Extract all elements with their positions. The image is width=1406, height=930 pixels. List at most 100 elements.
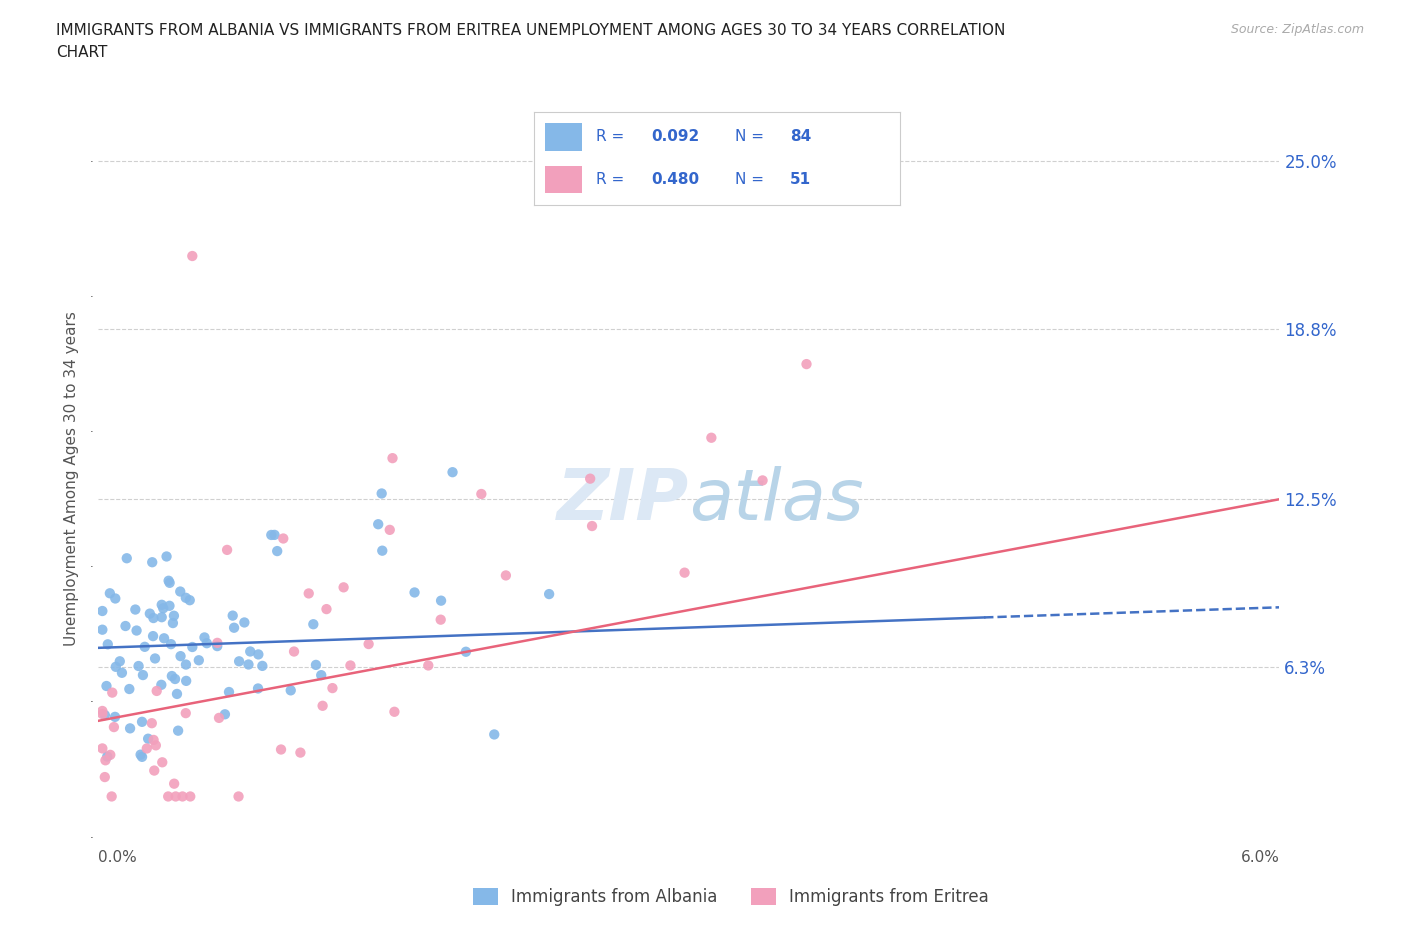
Point bbox=[96, 679, 118, 694]
Point bbox=[381, 451, 404, 466]
Text: 0.092: 0.092 bbox=[651, 129, 700, 144]
Point bbox=[142, 733, 165, 748]
Legend: Immigrants from Albania, Immigrants from Eritrea: Immigrants from Albania, Immigrants from… bbox=[467, 881, 995, 912]
Point bbox=[128, 658, 150, 673]
Point bbox=[114, 618, 136, 633]
Point bbox=[222, 608, 245, 623]
Point bbox=[104, 659, 127, 674]
Point bbox=[111, 665, 134, 680]
Point bbox=[187, 653, 209, 668]
Point bbox=[153, 631, 176, 645]
Point bbox=[260, 527, 283, 542]
Point bbox=[103, 720, 125, 735]
Point bbox=[129, 747, 152, 762]
Point bbox=[290, 745, 312, 760]
Point bbox=[157, 789, 180, 804]
Point bbox=[91, 604, 114, 618]
Point bbox=[222, 620, 245, 635]
Point bbox=[166, 686, 188, 701]
Point bbox=[165, 671, 187, 686]
Point bbox=[162, 616, 184, 631]
Point bbox=[94, 708, 117, 723]
Point bbox=[179, 592, 201, 607]
Point bbox=[238, 658, 260, 672]
Point bbox=[169, 649, 191, 664]
Point bbox=[271, 531, 294, 546]
Point bbox=[233, 615, 256, 630]
Point bbox=[429, 612, 451, 627]
Point bbox=[247, 681, 270, 696]
Point bbox=[283, 644, 305, 659]
Text: 0.480: 0.480 bbox=[651, 172, 699, 187]
Point bbox=[124, 602, 146, 617]
Point bbox=[91, 622, 114, 637]
Point bbox=[104, 710, 127, 724]
Point bbox=[91, 707, 114, 722]
Point bbox=[160, 669, 183, 684]
Point bbox=[581, 519, 603, 534]
Point bbox=[454, 644, 477, 659]
Point bbox=[298, 586, 321, 601]
Point bbox=[266, 544, 288, 559]
Point bbox=[280, 683, 302, 698]
Point bbox=[142, 611, 165, 626]
Point bbox=[384, 704, 406, 719]
Point bbox=[270, 742, 292, 757]
Text: 51: 51 bbox=[790, 172, 811, 187]
Point bbox=[228, 654, 250, 669]
Point bbox=[150, 610, 173, 625]
Point bbox=[150, 755, 173, 770]
Point bbox=[131, 750, 153, 764]
Point bbox=[700, 431, 723, 445]
Point bbox=[159, 576, 181, 591]
Y-axis label: Unemployment Among Ages 30 to 34 years: Unemployment Among Ages 30 to 34 years bbox=[65, 312, 79, 646]
Point bbox=[143, 651, 166, 666]
Point bbox=[484, 727, 506, 742]
Point bbox=[174, 591, 197, 605]
Point bbox=[150, 677, 173, 692]
Point bbox=[208, 711, 231, 725]
Point bbox=[332, 580, 354, 595]
Point bbox=[218, 684, 240, 699]
Point bbox=[470, 486, 492, 501]
Text: 0.0%: 0.0% bbox=[98, 850, 138, 865]
Point bbox=[131, 714, 153, 729]
Point bbox=[404, 585, 426, 600]
Point bbox=[104, 591, 127, 606]
Point bbox=[378, 523, 401, 538]
Point bbox=[181, 248, 204, 263]
Point bbox=[751, 473, 773, 488]
Text: R =: R = bbox=[596, 172, 630, 187]
Point bbox=[98, 586, 121, 601]
Point bbox=[441, 465, 464, 480]
Point bbox=[132, 668, 155, 683]
Point bbox=[796, 357, 818, 372]
Point bbox=[370, 486, 392, 501]
Point bbox=[193, 630, 215, 644]
Text: IMMIGRANTS FROM ALBANIA VS IMMIGRANTS FROM ERITREA UNEMPLOYMENT AMONG AGES 30 TO: IMMIGRANTS FROM ALBANIA VS IMMIGRANTS FR… bbox=[56, 23, 1005, 38]
Text: Source: ZipAtlas.com: Source: ZipAtlas.com bbox=[1230, 23, 1364, 36]
Point bbox=[302, 617, 325, 631]
Point bbox=[91, 703, 114, 718]
Point bbox=[101, 685, 124, 700]
Point bbox=[169, 584, 191, 599]
Point bbox=[673, 565, 696, 580]
Point bbox=[145, 737, 167, 752]
FancyBboxPatch shape bbox=[546, 166, 582, 193]
Point bbox=[195, 636, 218, 651]
Point bbox=[125, 623, 148, 638]
Point bbox=[309, 668, 332, 683]
Point bbox=[163, 608, 186, 623]
Point bbox=[157, 573, 180, 588]
Point bbox=[97, 637, 120, 652]
Point bbox=[115, 551, 138, 565]
Point bbox=[167, 724, 190, 738]
Point bbox=[214, 707, 236, 722]
Point bbox=[315, 602, 337, 617]
Point bbox=[228, 789, 250, 804]
Point bbox=[108, 654, 131, 669]
Point bbox=[430, 593, 453, 608]
Point bbox=[252, 658, 274, 673]
Text: N =: N = bbox=[735, 129, 769, 144]
Point bbox=[181, 640, 204, 655]
